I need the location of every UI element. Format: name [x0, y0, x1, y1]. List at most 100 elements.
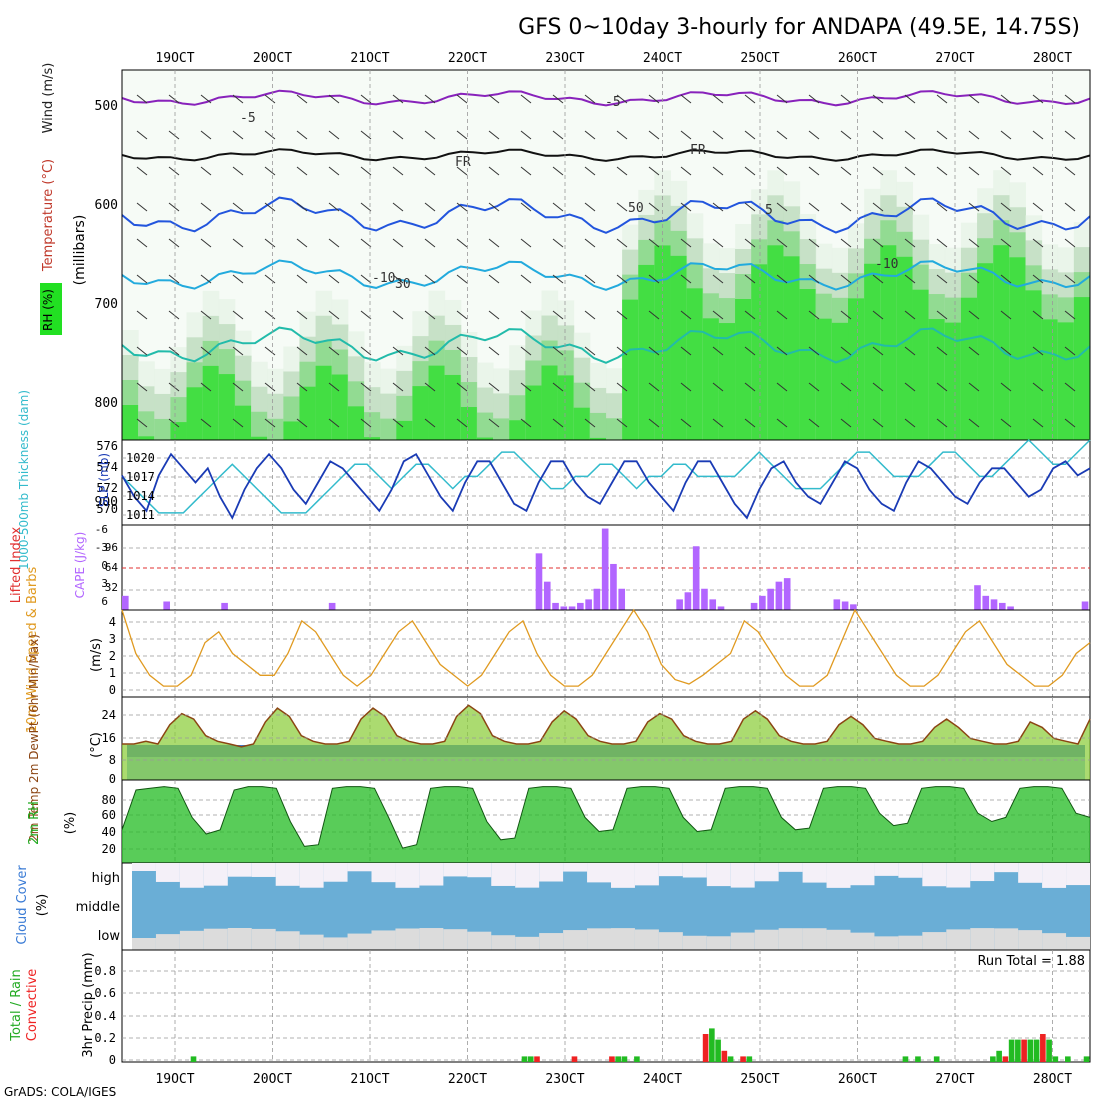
wind-barb: [1032, 382, 1044, 392]
wind-barb: [840, 382, 852, 392]
rh-shade: [735, 298, 752, 440]
contour-label: -10: [875, 257, 898, 272]
wind-barb: [168, 346, 180, 356]
wind-barb: [1064, 310, 1076, 320]
rh-shade: [993, 245, 1010, 440]
wind-barb: [200, 130, 212, 140]
precip-bar: [571, 1056, 578, 1062]
wind-barb: [360, 238, 372, 248]
wind-barb: [296, 346, 308, 356]
thickness-line: [121, 438, 1091, 514]
wind-barb: [744, 202, 756, 212]
rh-shade: [1025, 290, 1043, 440]
wind-barb: [232, 202, 244, 212]
wind-barb: [264, 310, 276, 320]
pressure-tick: 500: [95, 99, 118, 114]
rh-shade: [686, 288, 704, 440]
wind-barb: [840, 274, 852, 284]
high-cloud-gap: [323, 863, 348, 882]
wind-barb: [232, 238, 244, 248]
wind-barb: [1064, 238, 1076, 248]
cape-bar: [610, 563, 617, 610]
wind-barb: [712, 418, 724, 428]
high-cloud-gap: [970, 863, 995, 882]
axis-label: RH (%): [41, 289, 55, 331]
temperature-contour: [121, 259, 1091, 291]
high-cloud-gap: [850, 863, 875, 886]
top-date-label: 28OCT: [1033, 51, 1072, 66]
rh-shade: [218, 374, 236, 440]
wind-barb: [1032, 238, 1044, 248]
axis-label: Convective: [25, 969, 40, 1042]
high-cloud-gap: [802, 863, 827, 883]
cape-tick: 32: [105, 581, 118, 594]
wind-barb: [1064, 94, 1076, 104]
wind-barb: [264, 166, 276, 176]
wind-barb: [392, 274, 404, 284]
wind-barb: [264, 94, 276, 104]
high-cloud-gap: [898, 863, 923, 878]
wind-barb: [360, 418, 372, 428]
wind-barb: [392, 202, 404, 212]
precip-bar: [1027, 1039, 1034, 1062]
wind-barb: [872, 418, 884, 428]
cape-bar: [692, 546, 700, 610]
cape-bar: [701, 588, 708, 610]
low-cloud-gap: [275, 931, 300, 950]
rh-shade: [670, 255, 688, 440]
high-cloud-gap: [682, 863, 707, 878]
wind-barb: [200, 202, 212, 212]
wind-barb: [1064, 202, 1076, 212]
wind-barb: [1064, 274, 1076, 284]
wind-barb: [648, 130, 660, 140]
high-cloud-gap: [251, 863, 276, 877]
rh-shade: [234, 405, 252, 440]
li-tick: -6: [95, 523, 108, 536]
wind-barb: [904, 382, 916, 392]
cape-bar: [535, 553, 543, 610]
wind-barb: [296, 94, 308, 104]
wind-barb: [552, 166, 564, 176]
low-cloud-gap: [203, 928, 228, 950]
precip-bar: [740, 1056, 746, 1062]
wind-barb: [232, 94, 244, 104]
cape-bar: [833, 599, 841, 610]
rh-shade: [444, 374, 462, 440]
rh-shade: [364, 412, 381, 440]
top-date-label: 27OCT: [935, 51, 974, 66]
wind-barb: [488, 382, 500, 392]
wind-barb: [456, 346, 468, 356]
wind-barb: [360, 202, 372, 212]
contour-label: -10: [372, 271, 395, 286]
wind-barb: [840, 310, 852, 320]
wind-barb: [808, 202, 820, 212]
wind-barb: [1064, 382, 1076, 392]
wind-barb: [392, 238, 404, 248]
rh-shade: [380, 418, 397, 440]
slp-tick: 1011: [126, 508, 155, 522]
precip-bar: [534, 1056, 540, 1062]
contour-label: FR: [690, 143, 706, 158]
slp-tick: 1020: [126, 451, 155, 465]
wind-barb: [680, 202, 692, 212]
high-cloud-gap: [395, 863, 420, 888]
low-cloud-gap: [132, 938, 156, 950]
high-cloud-gap: [587, 863, 611, 883]
low-cloud-gap: [371, 930, 396, 950]
wind-barb: [1000, 274, 1012, 284]
precip-bar: [609, 1056, 615, 1062]
wind-barb: [552, 382, 564, 392]
bottom-date-label: 21OCT: [350, 1072, 389, 1087]
temperature-line: [122, 704, 1091, 748]
wind-barb: [328, 130, 340, 140]
rh-shade: [1073, 297, 1091, 440]
low-cloud-gap: [1018, 930, 1043, 950]
wind-barb: [168, 130, 180, 140]
low-cloud-gap: [179, 930, 204, 950]
wind-barb: [1000, 346, 1012, 356]
cape-bar: [593, 588, 601, 610]
wind-barb: [136, 418, 148, 428]
wind-barb: [744, 94, 756, 104]
